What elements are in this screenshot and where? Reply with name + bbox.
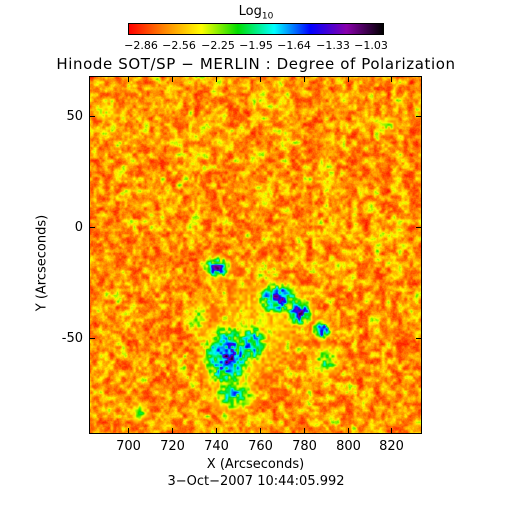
y-tick-label: 50 xyxy=(66,108,83,124)
tick-marks xyxy=(89,76,422,434)
colorbar-title-subscript: 10 xyxy=(261,11,274,22)
colorbar-tick-label: −2.56 xyxy=(162,39,196,52)
colorbar-title: Log10 xyxy=(0,4,512,22)
colorbar xyxy=(128,23,384,35)
colorbar-tick-label: −1.95 xyxy=(239,39,273,52)
colorbar-title-base: Log xyxy=(238,4,262,19)
polarization-heatmap xyxy=(89,76,422,434)
y-axis-label: Y (Arcseconds) xyxy=(34,214,50,312)
colorbar-tick-label: −1.64 xyxy=(277,39,311,52)
x-tick-label: 740 xyxy=(204,439,229,454)
x-axis-label: X (Arcseconds) xyxy=(206,457,305,472)
colorbar-tick-label: −1.03 xyxy=(354,39,388,52)
x-tick-label: 820 xyxy=(379,439,404,454)
plot-frame xyxy=(89,76,422,434)
x-tick-label: 700 xyxy=(116,439,141,454)
x-tick-label: 800 xyxy=(336,439,361,454)
x-tick-label: 720 xyxy=(160,439,185,454)
colorbar-tick-label: −1.33 xyxy=(316,39,350,52)
y-tick-label: 0 xyxy=(74,219,83,235)
colorbar-tick-label: −2.25 xyxy=(201,39,235,52)
y-tick-label: -50 xyxy=(61,330,83,346)
plot-title: Hinode SOT/SP − MERLIN : Degree of Polar… xyxy=(56,55,456,73)
timestamp: 3−Oct−2007 10:44:05.992 xyxy=(167,474,345,489)
x-tick-label: 760 xyxy=(248,439,273,454)
colorbar-tick-label: −2.86 xyxy=(124,39,158,52)
x-tick-label: 780 xyxy=(292,439,317,454)
